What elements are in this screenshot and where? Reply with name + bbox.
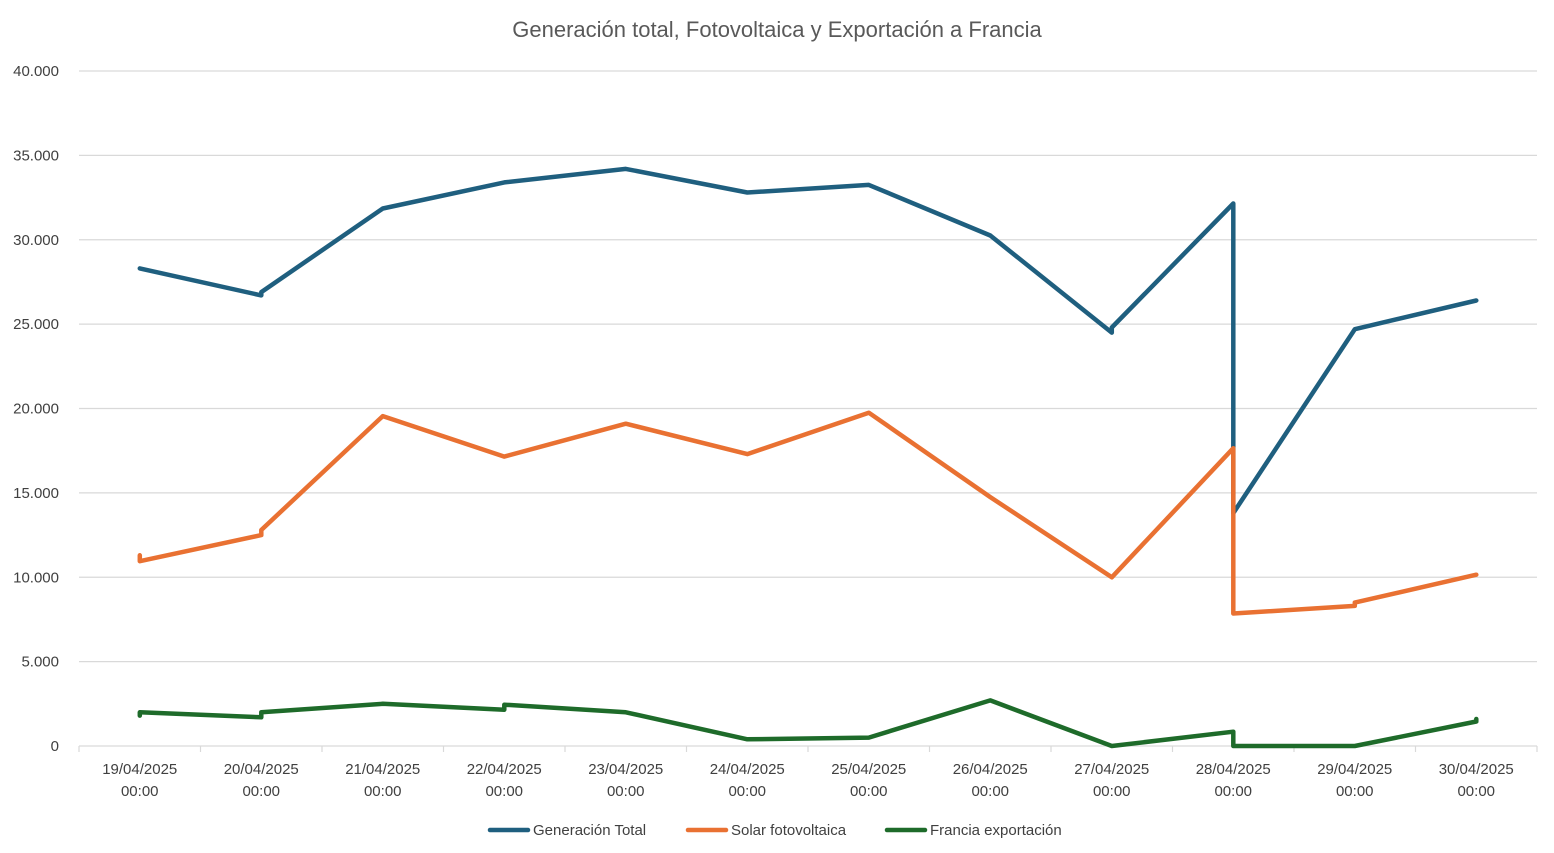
x-tick-label: 00:00 bbox=[485, 783, 523, 800]
x-tick-label: 25/04/2025 bbox=[831, 761, 906, 778]
y-tick-label: 5.000 bbox=[21, 654, 59, 671]
x-tick-label: 00:00 bbox=[728, 783, 766, 800]
x-tick-label: 00:00 bbox=[971, 783, 1009, 800]
y-tick-label: 40.000 bbox=[13, 63, 59, 80]
y-tick-label: 30.000 bbox=[13, 232, 59, 249]
x-tick-label: 00:00 bbox=[1336, 783, 1374, 800]
y-tick-label: 20.000 bbox=[13, 401, 59, 418]
legend-label: Francia exportación bbox=[930, 822, 1062, 839]
x-tick-label: 28/04/2025 bbox=[1196, 761, 1271, 778]
x-tick-label: 29/04/2025 bbox=[1317, 761, 1392, 778]
series-lines bbox=[137, 166, 1479, 749]
x-tick-label: 22/04/2025 bbox=[467, 761, 542, 778]
x-tick-label: 00:00 bbox=[1457, 783, 1495, 800]
x-tick-label: 00:00 bbox=[1093, 783, 1131, 800]
y-tick-label: 10.000 bbox=[13, 569, 59, 586]
legend: Generación Total Solar fotovoltaica Franci… bbox=[487, 822, 1062, 839]
x-tick-label: 21/04/2025 bbox=[345, 761, 420, 778]
series-line-1 bbox=[137, 166, 1479, 516]
x-tick-label: 30/04/2025 bbox=[1439, 761, 1514, 778]
legend-label: Generación Total bbox=[533, 822, 646, 839]
x-tick-label: 26/04/2025 bbox=[953, 761, 1028, 778]
x-axis-tick-labels: 19/04/2025 00:00 20/04/2025 00:00 21/04/2025… bbox=[102, 761, 1514, 800]
x-tick-label: 00:00 bbox=[121, 783, 159, 800]
y-axis-tick-labels: 0 5.000 10.000 15.000 20.000 25.000 30.000 35.0… bbox=[13, 63, 59, 755]
legend-label: Solar fotovoltaica bbox=[731, 822, 847, 839]
y-tick-label: 25.000 bbox=[13, 316, 59, 333]
x-tick-label: 00:00 bbox=[607, 783, 645, 800]
series-line-3 bbox=[137, 698, 1479, 749]
x-tick-label: 23/04/2025 bbox=[588, 761, 663, 778]
series-line-2 bbox=[137, 410, 1479, 616]
y-tick-label: 0 bbox=[51, 738, 59, 755]
x-tick-label: 20/04/2025 bbox=[224, 761, 299, 778]
x-tick-label: 24/04/2025 bbox=[710, 761, 785, 778]
x-tick-label: 00:00 bbox=[850, 783, 888, 800]
y-tick-label: 15.000 bbox=[13, 485, 59, 502]
x-tick-label: 27/04/2025 bbox=[1074, 761, 1149, 778]
x-tick-label: 00:00 bbox=[364, 783, 402, 800]
gridlines bbox=[79, 70, 1537, 663]
x-tick-label: 00:00 bbox=[1214, 783, 1252, 800]
y-tick-label: 35.000 bbox=[13, 147, 59, 164]
x-tick-label: 00:00 bbox=[242, 783, 280, 800]
x-tick-label: 19/04/2025 bbox=[102, 761, 177, 778]
chart-title: Generación total, Fotovoltaica y Exporta… bbox=[512, 17, 1042, 42]
